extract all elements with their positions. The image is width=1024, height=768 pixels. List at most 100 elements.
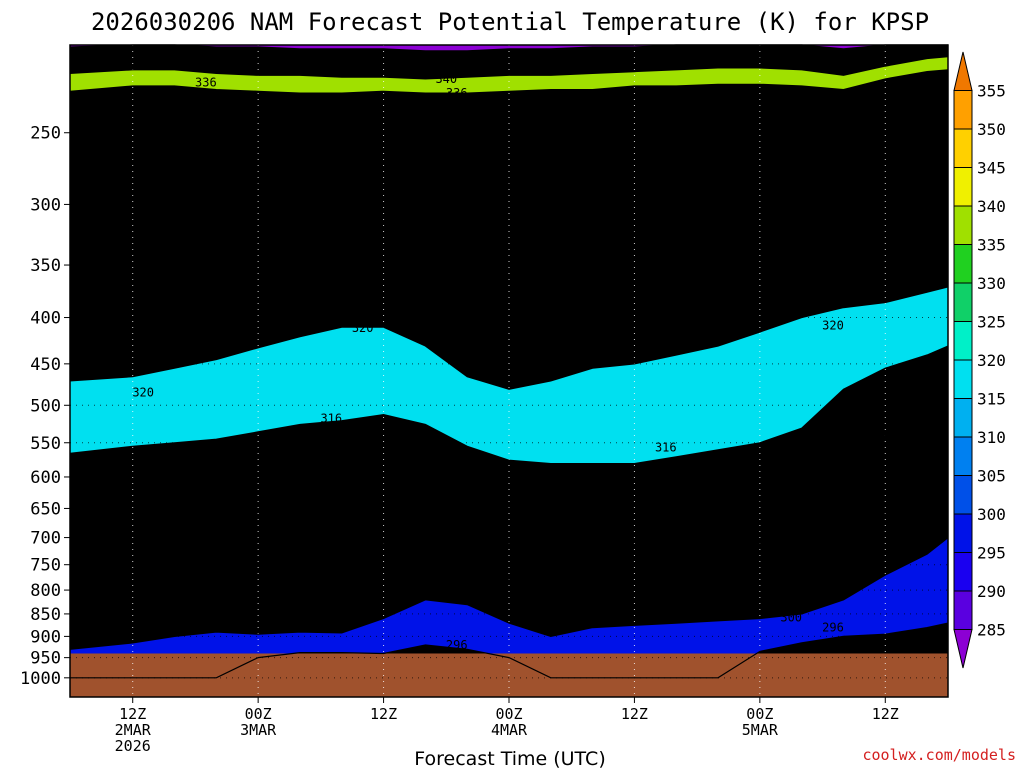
isotherm-324 — [69, 201, 949, 319]
colorbar-segment — [953, 398, 973, 438]
contour-label: 324 — [634, 233, 656, 247]
x-tick-label: 12Z — [119, 705, 146, 723]
y-tick-label: 1000 — [20, 669, 61, 689]
y-tick-label: 850 — [30, 605, 61, 625]
colorbar-tick-label: 315 — [977, 390, 1006, 409]
contour-label: 308 — [289, 555, 311, 569]
colorbar-segment — [953, 128, 973, 168]
colorbar-tick-label: 300 — [977, 505, 1006, 524]
contour-label: 332 — [582, 96, 604, 110]
colorbar-segment — [953, 244, 973, 284]
y-tick-label: 750 — [30, 556, 61, 576]
contour-label: 328 — [644, 124, 666, 138]
contour-label: 312 — [258, 499, 280, 513]
isotherm-348 — [69, 44, 948, 52]
contour-label: 344 — [122, 44, 144, 58]
y-tick-label: 800 — [30, 581, 61, 601]
y-tick-label: 700 — [30, 529, 61, 549]
x-tick-label: 12Z — [621, 705, 648, 723]
contour-label: 340 — [195, 61, 217, 75]
colorbar-segment — [953, 552, 973, 592]
isotherm-328 — [69, 128, 949, 225]
y-tick-label: 650 — [30, 499, 61, 519]
y-tick-label: 600 — [30, 468, 61, 488]
x-tick-label: 12Z — [872, 705, 899, 723]
x-axis-label: Forecast Time (UTC) — [414, 748, 605, 768]
contour-lines — [69, 44, 949, 679]
colorbar-segment — [953, 359, 973, 399]
colorbar-segment — [953, 513, 973, 553]
contour-label: 332 — [195, 90, 217, 104]
contour-label: 312 — [644, 493, 666, 507]
contour-label: 316 — [655, 441, 677, 455]
colorbar-tick-label: 310 — [977, 428, 1006, 447]
contour-label: 300 — [383, 579, 405, 593]
contour-label: 324 — [822, 242, 844, 256]
contour-label: 328 — [300, 167, 322, 181]
contour-label: 308 — [571, 532, 593, 546]
contour-label: 336 — [446, 86, 468, 100]
colorbar-segment — [953, 321, 973, 361]
y-tick-label: 350 — [30, 256, 61, 276]
isotherm-316 — [69, 345, 949, 465]
contour-label: 296 — [446, 638, 468, 652]
y-tick-label: 250 — [30, 124, 61, 144]
x-tick-label: 3MAR — [240, 721, 277, 739]
colorbar-segment — [953, 167, 973, 207]
isotherm-340 — [69, 56, 949, 80]
filled-contours — [70, 45, 948, 698]
y-axis: 2503003504004505005506006507007508008509… — [20, 124, 70, 689]
contour-label: 320 — [132, 385, 154, 399]
contour-label: 316 — [320, 411, 342, 425]
colorbar-min-arrow — [953, 629, 973, 669]
plot-area: 344 348 3443403363403363323403363323323283… — [69, 44, 949, 698]
contour-label: 340 — [749, 44, 771, 58]
x-tick-label: 00Z — [746, 705, 773, 723]
contour-label: 300 — [780, 611, 802, 625]
x-tick-label: 2MAR — [115, 721, 152, 739]
isotherm-296 — [70, 622, 949, 679]
contour-label: 320 — [352, 321, 374, 335]
x-tick-label: 12Z — [370, 705, 397, 723]
contour-label: 304 — [791, 574, 813, 588]
colorbar: 285 290 295 300 305 310 315 320 325 330 335 340 345 3… — [953, 51, 1006, 669]
contour-label: 296 — [822, 621, 844, 635]
colorbar-tick-label: 295 — [977, 544, 1006, 563]
contour-label: 304 — [467, 548, 489, 562]
colorbar-segment — [953, 590, 973, 630]
x-tick-label: 4MAR — [491, 721, 528, 739]
isotherm-336 — [69, 69, 949, 94]
colorbar-tick-label: 325 — [977, 313, 1006, 332]
colorbar-tick-label: 345 — [977, 159, 1006, 178]
colorbar-tick-label: 290 — [977, 582, 1006, 601]
colorbar-tick-label: 350 — [977, 120, 1006, 139]
colorbar-tick-label: 320 — [977, 351, 1006, 370]
y-tick-label: 400 — [30, 309, 61, 329]
isotherm-344 — [69, 44, 949, 63]
contour-label: 344 — [435, 55, 457, 69]
colorbar-tick-label: 355 — [977, 82, 1006, 101]
contour-labels: 344 348 3443403363403363323403363323323283… — [122, 44, 844, 652]
contour-label: 336 — [195, 75, 217, 89]
isotherm-320 — [69, 286, 949, 390]
chart-title: 2026030206 NAM Forecast Potential Temper… — [91, 8, 929, 36]
colorbar-tick-label: 340 — [977, 197, 1006, 216]
contour-label: 308 — [801, 532, 823, 546]
colorbar-tick-label: 330 — [977, 274, 1006, 293]
y-tick-label: 900 — [30, 627, 61, 647]
credit-text: coolwx.com/models — [862, 746, 1016, 764]
y-tick-label: 300 — [30, 195, 61, 215]
y-tick-label: 500 — [30, 396, 61, 416]
isotherm-300 — [69, 537, 949, 650]
x-tick-label: 00Z — [245, 705, 272, 723]
contour-label: 320 — [822, 318, 844, 332]
colorbar-max-arrow — [953, 51, 973, 91]
colorbar-segment — [953, 436, 973, 476]
isotherm-312 — [69, 412, 949, 515]
isotherm-332 — [69, 90, 948, 134]
contour-label: 320 — [561, 344, 583, 358]
contour-label: 324 — [341, 223, 363, 237]
colorbar-tick-label: 305 — [977, 467, 1006, 486]
x-tick-label: 5MAR — [742, 721, 779, 739]
